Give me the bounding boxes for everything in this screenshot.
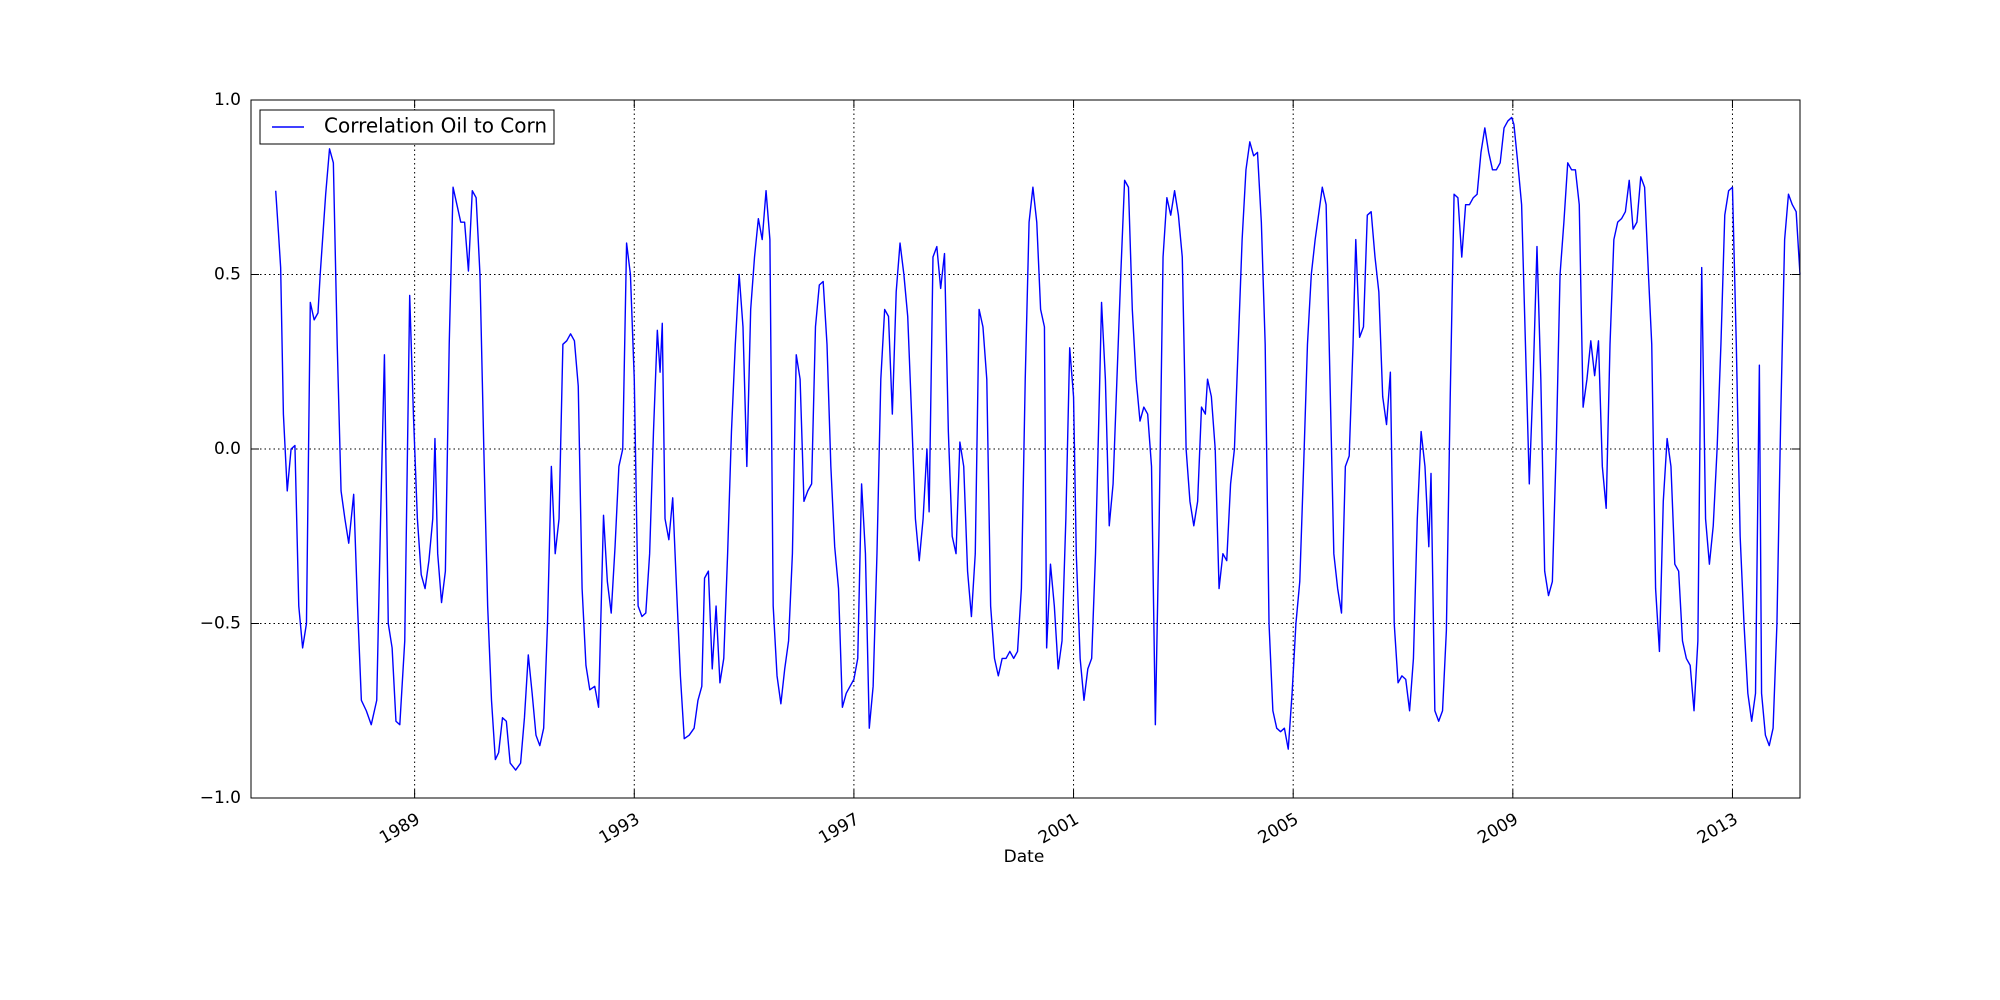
y-tick-label: 0.5 [214,265,241,285]
y-tick-label: 1.0 [214,90,241,110]
line-series [275,116,1801,771]
x-axis-label: Date [1004,847,1045,867]
legend-box [259,109,555,145]
y-tick-label: −0.5 [200,614,241,634]
plot-frame [250,99,1801,799]
y-tick-label: −1.0 [200,788,241,808]
y-tick-label: 0.0 [214,439,241,459]
legend-label: Correlation Oil to Corn [324,114,547,138]
